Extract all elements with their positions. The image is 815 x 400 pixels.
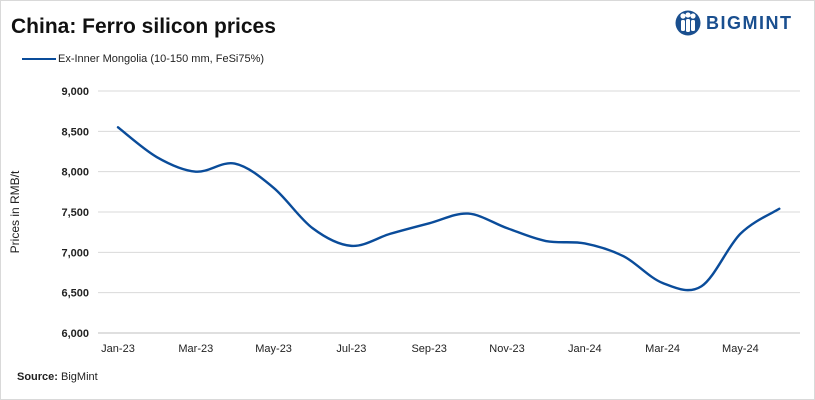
series-line bbox=[116, 126, 781, 292]
x-tick-label: Mar-24 bbox=[645, 343, 680, 355]
legend-label: Ex-Inner Mongolia (10-150 mm, FeSi75%) bbox=[58, 53, 265, 65]
y-ticks: 6,000 6,500 7,000 7,500 8,000 8,500 9,000 bbox=[61, 86, 89, 340]
source-label: Source: bbox=[17, 371, 58, 383]
brand-wordmark: BIGMINT bbox=[706, 12, 793, 33]
gridlines bbox=[98, 90, 800, 334]
x-tick-label: Nov-23 bbox=[489, 343, 524, 355]
series-layer bbox=[116, 126, 781, 292]
bigmint-figures-icon bbox=[675, 10, 701, 36]
legend-swatch bbox=[22, 58, 56, 60]
brand-logo: BIGMINT bbox=[675, 9, 793, 37]
x-tick-label: May-23 bbox=[255, 343, 292, 355]
source-value: BigMint bbox=[61, 371, 98, 383]
y-tick-label: 7,500 bbox=[61, 207, 89, 219]
y-tick-label: 8,000 bbox=[61, 167, 89, 179]
x-ticks: Jan-23 Mar-23 May-23 Jul-23 Sep-23 Nov-23 Jan-… bbox=[101, 343, 759, 355]
x-tick-label: Mar-23 bbox=[178, 343, 213, 355]
y-tick-label: 8,500 bbox=[61, 126, 89, 138]
x-tick-label: Jan-23 bbox=[101, 343, 135, 355]
chart-title: China: Ferro silicon prices bbox=[11, 15, 276, 38]
x-tick-label: Sep-23 bbox=[411, 343, 446, 355]
y-tick-label: 7,000 bbox=[61, 247, 89, 259]
x-tick-label: Jul-23 bbox=[336, 343, 366, 355]
x-tick-label: Jan-24 bbox=[568, 343, 602, 355]
chart-source: Source: BigMint bbox=[17, 371, 98, 383]
y-tick-label: 6,000 bbox=[61, 328, 89, 340]
chart-legend: Ex-Inner Mongolia (10-150 mm, FeSi75%) bbox=[22, 53, 264, 65]
y-tick-label: 9,000 bbox=[61, 86, 89, 98]
y-tick-label: 6,500 bbox=[61, 288, 89, 300]
x-tick-label: May-24 bbox=[722, 343, 759, 355]
